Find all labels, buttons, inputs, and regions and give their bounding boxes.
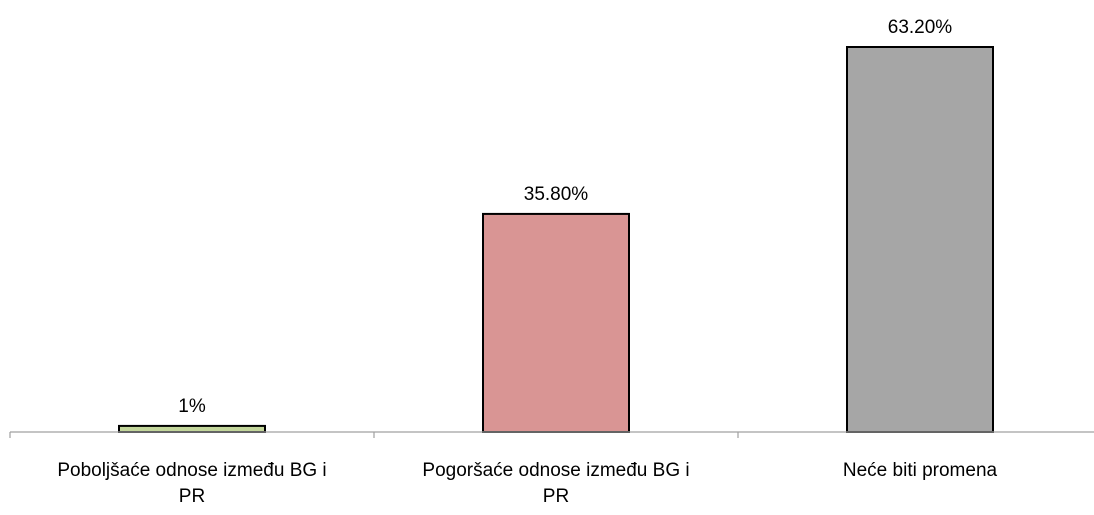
category-label-line: Pogoršaće odnose između BG i [422,460,689,481]
category-label-line: PR [179,486,205,507]
category-label-1: Poboljšaće odnose između BG i PR [57,460,326,507]
category-label-line: PR [543,486,569,507]
category-label-2: Pogoršaće odnose između BG i PR [422,460,689,507]
bar-3 [846,46,994,433]
category-label-line: Poboljšaće odnose između BG i [57,460,326,481]
bar-1 [118,424,266,434]
category-label-line: Neće biti promena [843,460,998,481]
x-axis [9,431,1094,438]
data-labels-group: 1% 35.80% 63.20% [178,17,952,417]
category-labels-group: Poboljšaće odnose između BG i PRPogoršaće… [57,460,997,507]
data-label-2: 35.80% [524,184,589,205]
data-label-3: 63.20% [888,17,953,38]
category-label-3: Neće biti promena [843,460,998,481]
data-label-1: 1% [178,396,206,417]
bar-2 [482,212,630,433]
bars-group [118,46,994,434]
